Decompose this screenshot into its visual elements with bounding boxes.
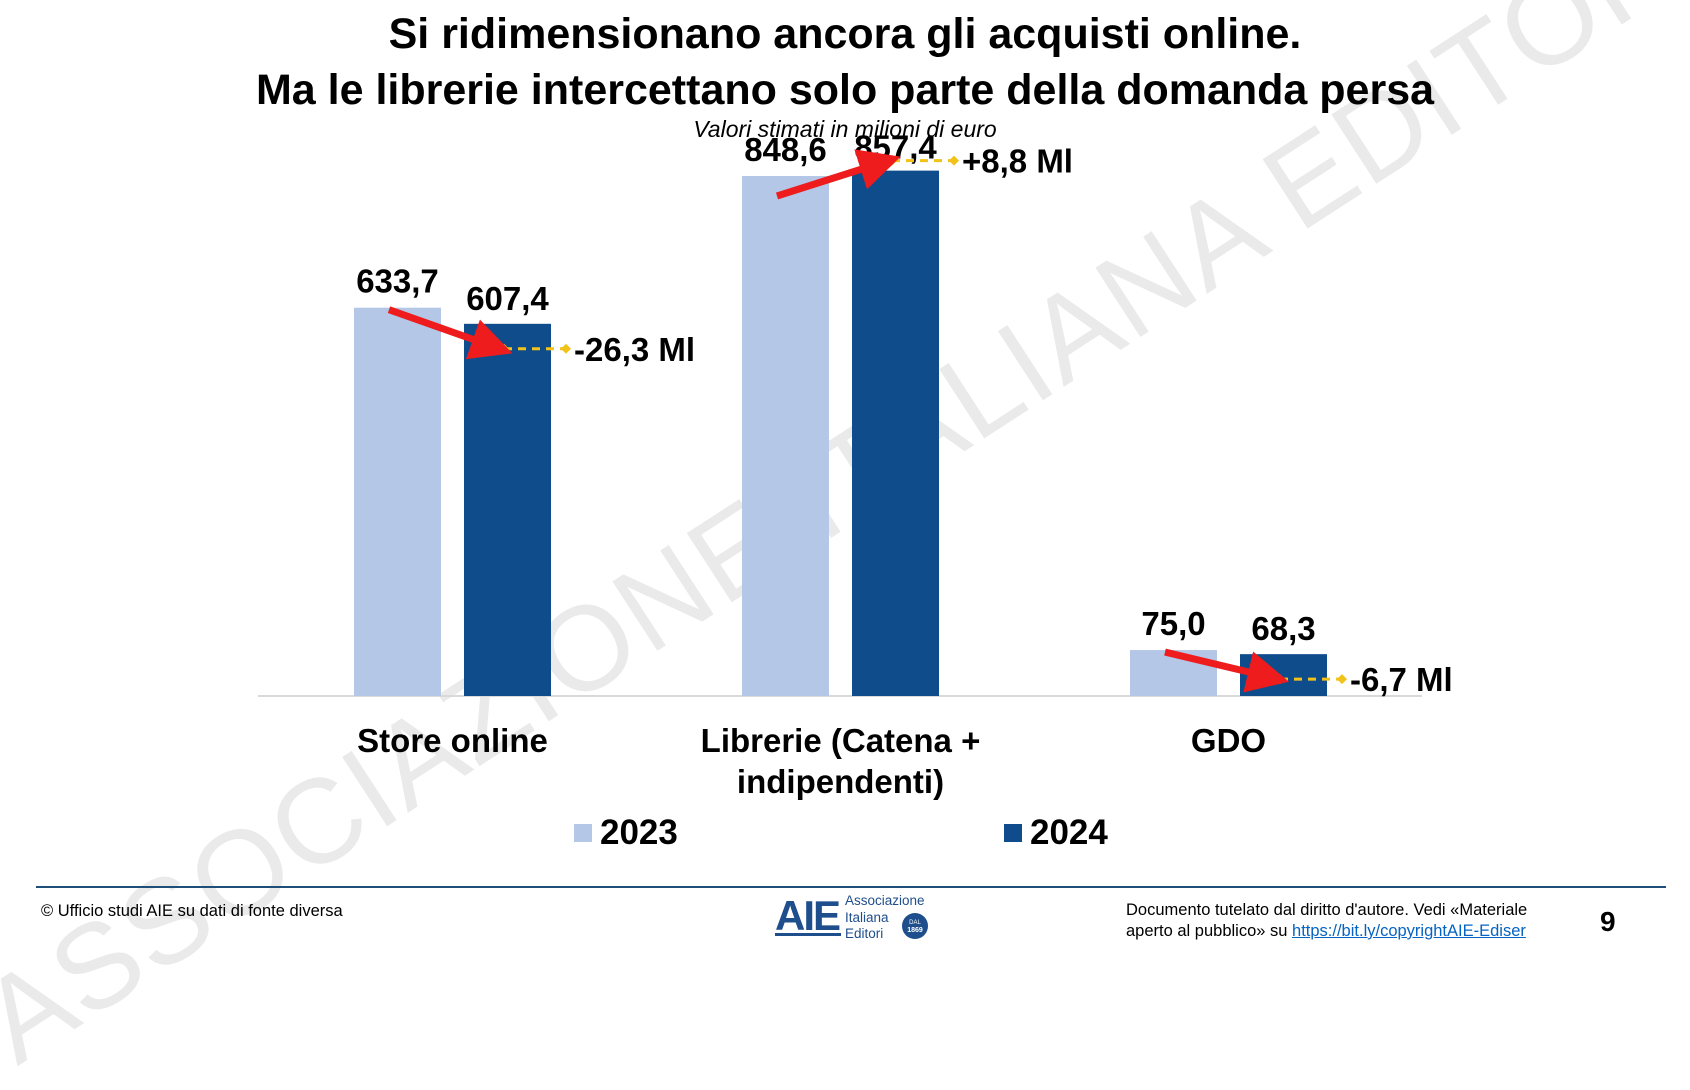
legend-label-2024: 2024 — [1030, 813, 1108, 852]
logo-line-1: Associazione — [845, 893, 925, 908]
bar-2023-0 — [354, 307, 441, 696]
title-line-1: Si ridimensionano ancora gli acquisti on… — [388, 10, 1302, 58]
rights-line-1: Documento tutelato dal diritto d'autore.… — [1126, 901, 1528, 919]
data-label-2024-0: 607,4 — [466, 280, 549, 317]
change-label-1: +8,8 Ml — [962, 143, 1073, 180]
bar-2023-1 — [742, 176, 829, 696]
logo-mark: AIE — [775, 893, 840, 939]
change-label-0: -26,3 Ml — [574, 331, 695, 368]
logo-line-2: Italiana — [845, 909, 889, 925]
data-label-2023-1: 848,6 — [744, 131, 827, 168]
change-label-2: -6,7 Ml — [1350, 661, 1453, 698]
chart-subtitle: Valori stimati in milioni di euro — [693, 116, 997, 142]
logo-text: Associazione Italiana Editori — [845, 893, 925, 943]
category-label-1-0: Librerie (Catena + — [701, 722, 981, 759]
footer-divider — [36, 886, 1666, 888]
category-label-1-1: indipendenti) — [737, 763, 944, 800]
change-arrow-0 — [387, 306, 513, 360]
change-arrow-2 — [1164, 648, 1290, 693]
footer-source: © Ufficio studi AIE su dati di fonte div… — [41, 902, 343, 920]
logo-line-3: Editori — [845, 926, 884, 941]
legend-label-2023: 2023 — [600, 813, 678, 852]
legend-item-2024: 2024 — [1004, 813, 1108, 853]
guide-marker-2-1 — [1337, 674, 1347, 685]
copyright-link[interactable]: https://bit.ly/copyrightAIE-Ediser — [1292, 922, 1526, 940]
guide-marker-1-1 — [949, 155, 959, 166]
data-label-2023-2: 75,0 — [1141, 605, 1205, 642]
change-arrow-1 — [775, 149, 901, 200]
data-label-2024-2: 68,3 — [1251, 610, 1315, 647]
rights-line-2-text: aperto al pubblico» su — [1126, 922, 1293, 940]
category-label-2-0: GDO — [1191, 722, 1266, 759]
page-number: 9 — [1600, 906, 1616, 937]
logo-badge-top: DAL — [909, 920, 921, 926]
data-label-2023-0: 633,7 — [356, 263, 439, 300]
legend-item-2023: 2023 — [574, 813, 678, 853]
guide-marker-0-1 — [561, 343, 571, 354]
bar-2024-0 — [464, 323, 551, 696]
aie-logo: AIE DAL 1869 — [775, 893, 928, 939]
legend-swatch-2024 — [1004, 824, 1022, 842]
logo-badge-bottom: 1869 — [907, 927, 923, 934]
title-line-2: Ma le librerie intercettano solo parte d… — [255, 66, 1435, 114]
rights-line-2: aperto al pubblico» su https://bit.ly/co… — [1126, 921, 1566, 942]
category-label-0-0: Store online — [357, 722, 548, 759]
footer-rights: Documento tutelato dal diritto d'autore.… — [1126, 900, 1566, 942]
page-title: Si ridimensionano ancora gli acquisti on… — [0, 6, 1690, 118]
legend-swatch-2023 — [574, 824, 592, 842]
bar-2024-1 — [852, 170, 939, 696]
